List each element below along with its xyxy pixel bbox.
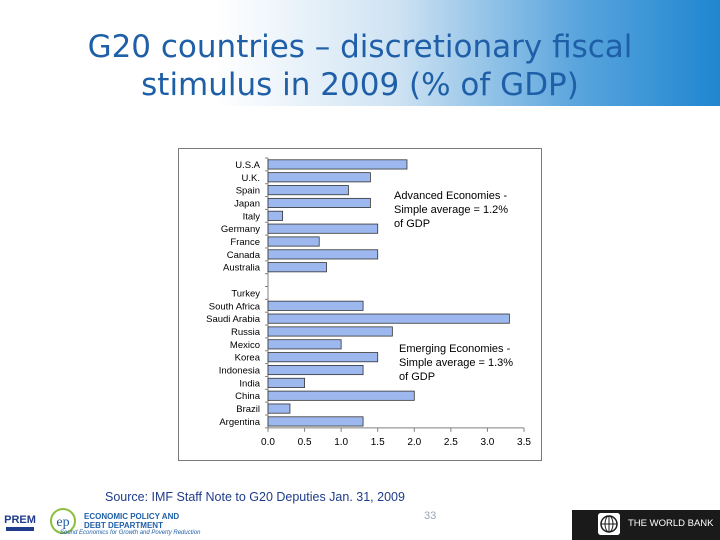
bar [267,313,510,324]
epdd-logo-text: ECONOMIC POLICY AND DEBT DEPARTMENT [84,512,179,530]
bar [267,210,284,221]
epdd-tagline: Sound Economics for Growth and Poverty R… [60,530,201,536]
y-tick-label: India [239,378,260,389]
world-bank-logo [572,510,720,540]
emerging-economies-note: Emerging Economies - Simple average = 1.… [399,342,513,384]
x-tick-label: 2.0 [407,437,421,448]
bar [267,364,364,376]
title-line-1: G20 countries – discretionary fiscal [87,29,633,65]
bar [267,223,379,234]
bar [267,352,379,363]
y-tick-label: South Africa [209,301,261,312]
epdd-logo-icon: ep [50,508,76,534]
bar [267,403,291,414]
y-tick-label: U.S.A [235,160,260,171]
epdd-line-1: ECONOMIC POLICY AND [84,512,180,521]
x-tick-label: 0.5 [298,437,312,448]
y-tick-label: Japan [234,198,260,209]
y-tick-label: Saudi Arabia [206,314,261,325]
svg-text:PREM: PREM [4,514,36,526]
bar [267,185,349,196]
x-tick-label: 2.5 [444,437,458,448]
y-tick-label: U.K. [242,173,260,184]
bar [267,339,342,350]
bar [267,236,320,247]
epdd-line-2: DEBT DEPARTMENT [84,521,163,530]
y-tick-label: China [235,391,261,402]
y-tick-label: Korea [235,353,261,364]
source-note: Source: IMF Staff Note to G20 Deputies J… [105,490,405,504]
bar [267,249,379,260]
y-tick-label: Turkey [231,288,260,299]
y-tick-label: Brazil [236,404,260,415]
emerging-note-line-2: Simple average = 1.3% [399,357,514,369]
bar [267,172,371,183]
world-bank-text: THE WORLD BANK [628,518,714,529]
y-tick-label: Mexico [230,340,260,351]
world-bank-globe-icon [598,513,620,535]
prem-logo: PREM [2,506,38,538]
x-tick-label: 1.0 [334,437,348,448]
bar [267,390,415,401]
emerging-note-line-3: of GDP [399,371,436,383]
x-tick-label: 0.0 [261,437,275,448]
bar [267,159,408,170]
y-tick-label: Canada [227,250,261,261]
bar [267,197,371,209]
advanced-note-line-3: of GDP [394,218,431,230]
svg-text:ep: ep [56,515,69,530]
prem-logo-icon: PREM [2,506,38,536]
y-tick-label: Germany [221,224,260,235]
chart-frame: U.S.A U.K. Spain Japan Italy Germany France Can… [178,148,542,461]
emerging-note-line-1: Emerging Economies - [399,343,511,355]
y-tick-label: France [230,237,260,248]
bar [267,262,327,273]
advanced-note-line-1: Advanced Economies - [394,190,508,202]
header-band [0,0,720,106]
y-tick-label: Russia [231,327,261,338]
x-tick-label: 3.0 [480,437,494,448]
advanced-note-line-2: Simple average = 1.2% [394,204,509,216]
title-line-2: stimulus in 2009 (% of GDP) [141,67,579,103]
page-number: 33 [424,510,437,522]
y-tick-label: Indonesia [219,366,261,377]
x-tick-label: 1.5 [371,437,385,448]
slide-title: G20 countries – discretionary fiscal sti… [0,28,720,104]
x-tick-label: 3.5 [517,437,531,448]
y-tick-label: Argentina [219,417,260,428]
y-tick-label: Spain [236,186,260,197]
bar [267,416,364,427]
advanced-economies-note: Advanced Economies - Simple average = 1.… [394,189,508,231]
bar [267,326,393,337]
y-tick-label: Italy [243,211,261,222]
y-tick-label: Australia [223,263,261,274]
bar [267,377,305,388]
bar [267,300,364,311]
